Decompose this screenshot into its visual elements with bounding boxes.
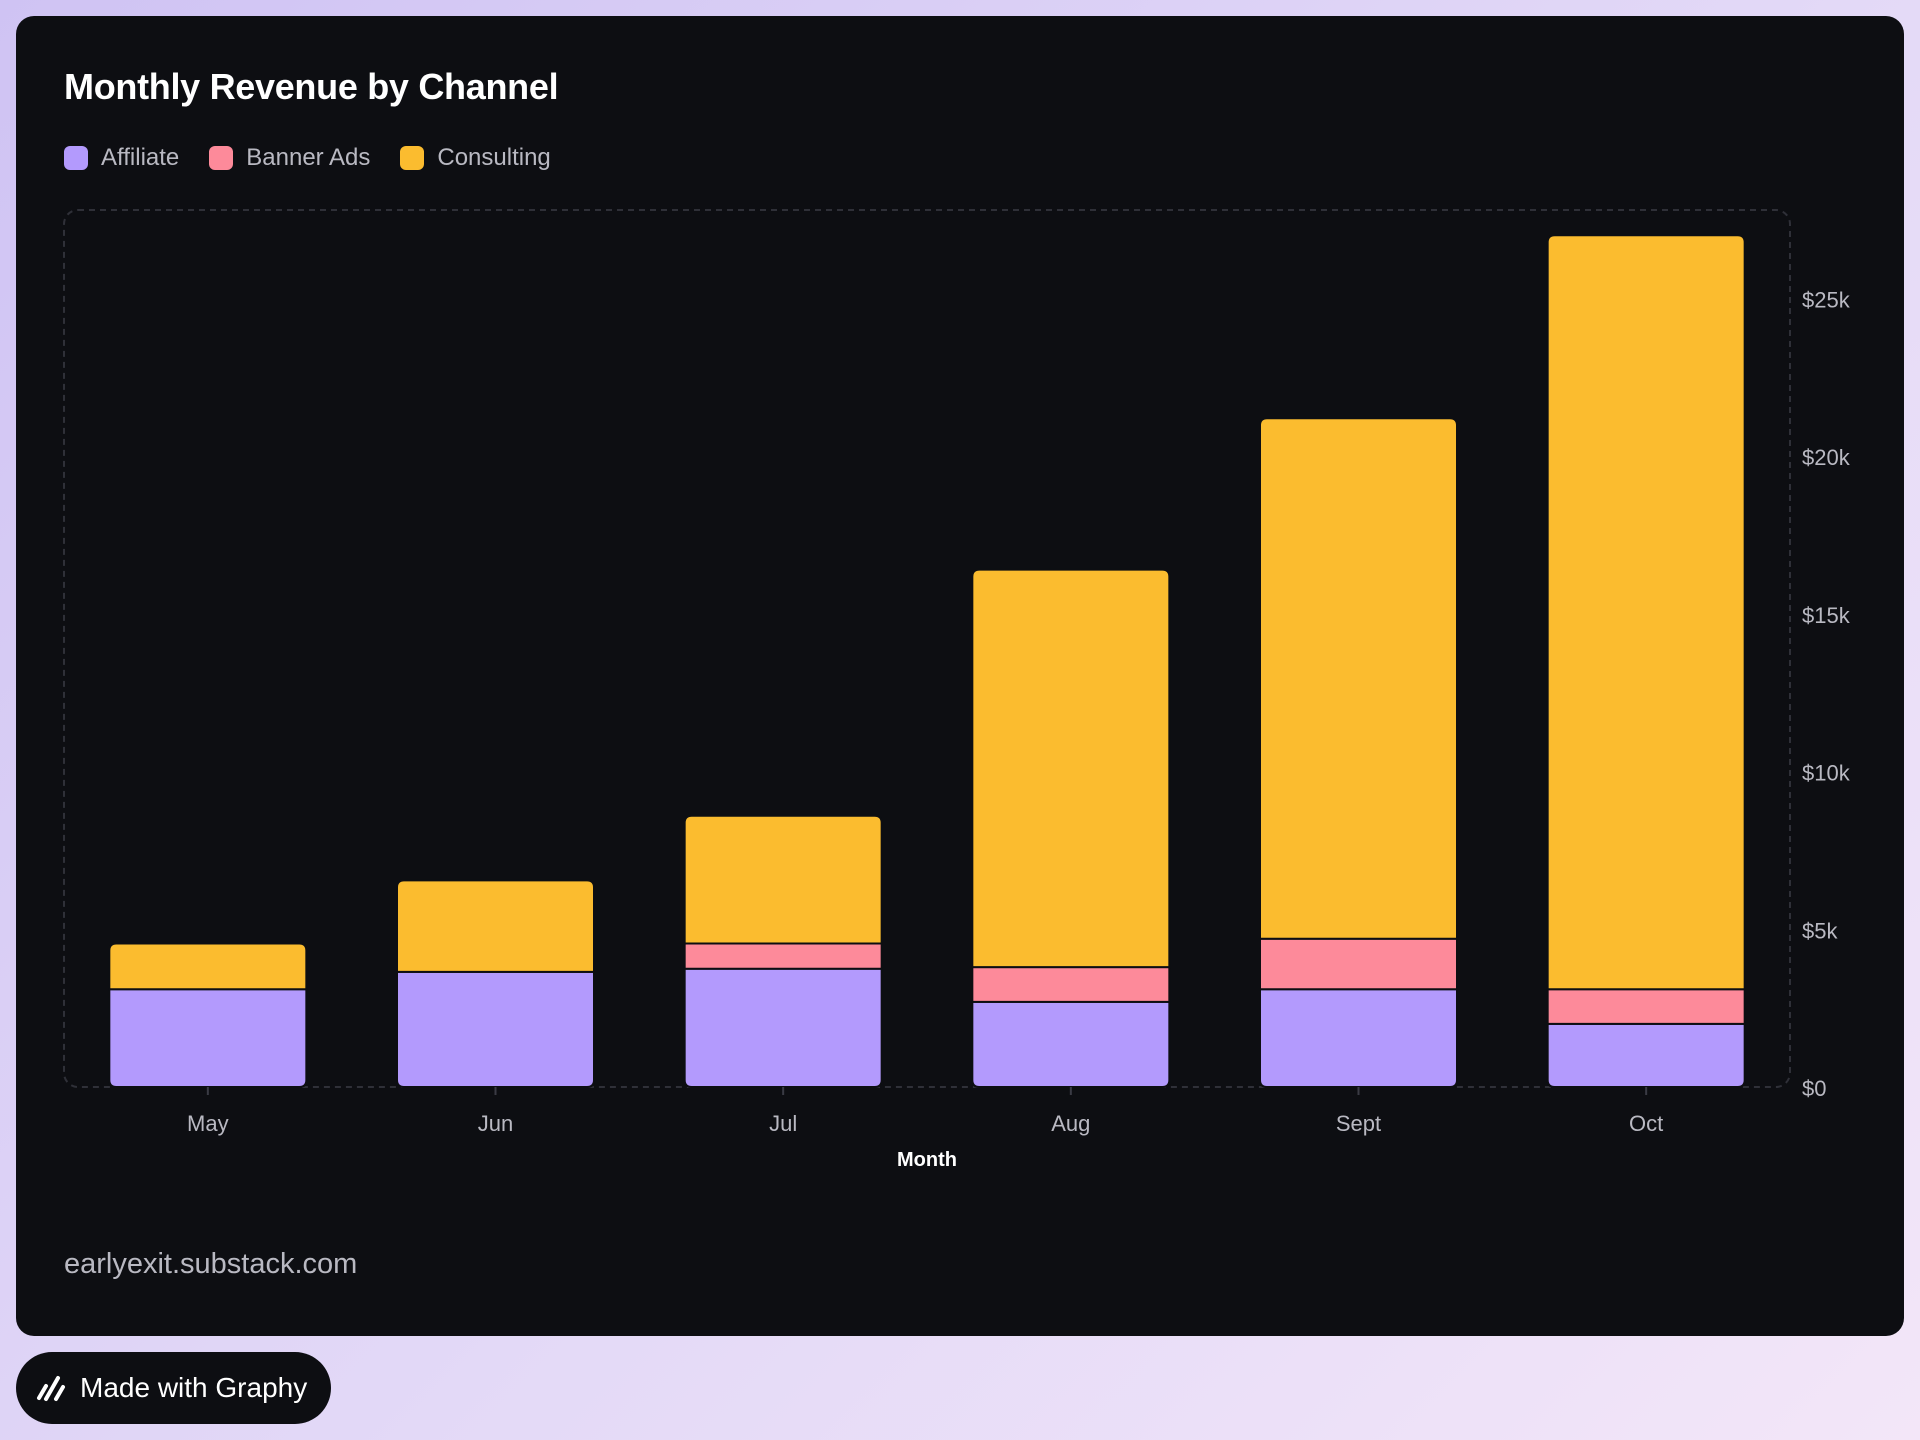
legend-swatch (209, 146, 234, 170)
badge-label: Made with Graphy (80, 1372, 308, 1403)
x-tick-label: May (187, 1111, 229, 1136)
footer-url: earlyexit.substack.com (64, 1248, 358, 1280)
y-tick-label: $0 (1802, 1076, 1826, 1101)
legend-swatch (400, 146, 425, 170)
bar-segment-affiliate[interactable] (108, 988, 308, 1088)
x-tick-label: Jul (769, 1111, 797, 1136)
made-with-graphy-badge[interactable]: Made with Graphy (16, 1352, 332, 1424)
legend-item-affiliate[interactable]: Affiliate (64, 144, 179, 172)
legend-item-consulting[interactable]: Consulting (400, 144, 551, 172)
x-tick-label: Jun (478, 1111, 513, 1136)
bar-segment-affiliate[interactable] (683, 967, 883, 1088)
chart-title: Monthly Revenue by Channel (64, 66, 559, 107)
legend: Affiliate Banner Ads Consulting (64, 144, 551, 172)
legend-item-banner-ads[interactable]: Banner Ads (209, 144, 370, 172)
bar-segment-affiliate[interactable] (396, 970, 595, 1088)
x-tick-label: Aug (1051, 1111, 1090, 1136)
x-tick-label: Sept (1336, 1111, 1381, 1136)
bar-segment-consulting[interactable] (108, 942, 308, 991)
x-axis-title: Month (897, 1149, 957, 1171)
y-tick-label: $10k (1802, 761, 1851, 786)
bar-segment-affiliate[interactable] (971, 1000, 1171, 1088)
bar-segment-banner-ads[interactable] (683, 942, 883, 970)
bar-segment-affiliate[interactable] (1546, 1022, 1746, 1088)
y-tick-label: $15k (1802, 603, 1851, 628)
y-tick-label: $20k (1802, 445, 1851, 470)
bar-segment-consulting[interactable] (1546, 234, 1746, 991)
legend-label: Consulting (437, 144, 551, 171)
bar-segment-consulting[interactable] (683, 814, 883, 945)
plot-frame (63, 209, 1791, 1088)
graphy-logo-icon (37, 1376, 65, 1401)
x-tick-label: Oct (1629, 1111, 1663, 1136)
bar-segment-consulting[interactable] (971, 568, 1171, 969)
bar-segment-consulting[interactable] (396, 879, 595, 973)
bar-segment-affiliate[interactable] (1259, 988, 1459, 1088)
bar-segment-consulting[interactable] (1259, 417, 1459, 940)
legend-swatch (64, 146, 88, 170)
legend-label: Affiliate (101, 144, 180, 171)
legend-label: Banner Ads (246, 144, 371, 171)
y-tick-label: $5k (1802, 918, 1838, 943)
bar-segment-banner-ads[interactable] (1259, 937, 1459, 991)
bar-segment-banner-ads[interactable] (1546, 988, 1746, 1025)
bar-segment-banner-ads[interactable] (971, 966, 1171, 1003)
y-tick-label: $25k (1802, 287, 1851, 312)
